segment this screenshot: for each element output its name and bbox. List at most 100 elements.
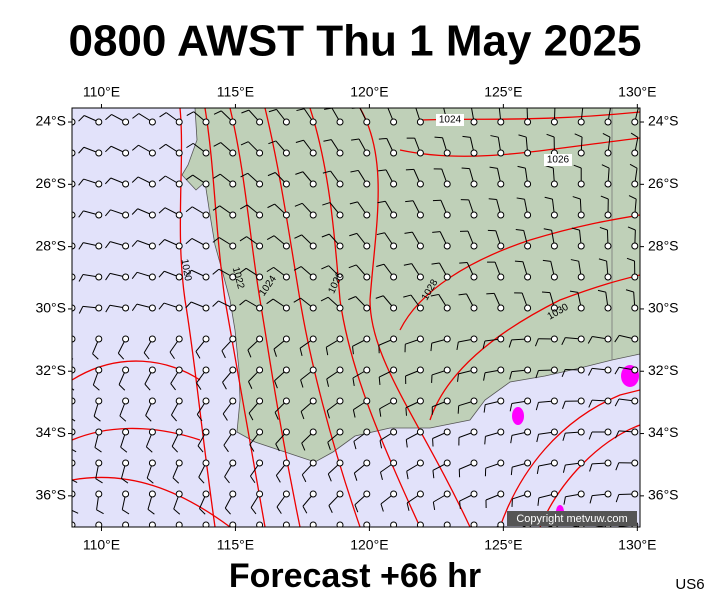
barb-station bbox=[497, 149, 505, 157]
barb-station bbox=[148, 366, 156, 374]
barb-station bbox=[72, 242, 76, 250]
barb-feather bbox=[627, 226, 636, 231]
barb-feather bbox=[169, 351, 175, 360]
barb-station bbox=[282, 397, 290, 405]
barb-feather bbox=[508, 339, 513, 348]
barb-feather bbox=[249, 444, 255, 452]
barb-feather bbox=[268, 140, 277, 145]
barb-feather bbox=[72, 388, 75, 391]
barb-station bbox=[309, 521, 317, 527]
barb-station bbox=[282, 459, 290, 467]
barb-station bbox=[148, 459, 156, 467]
barb-feather bbox=[274, 380, 278, 389]
barb-station bbox=[175, 273, 183, 281]
barb-feather bbox=[93, 384, 100, 391]
barb-station bbox=[256, 428, 264, 436]
barb-feather bbox=[460, 533, 461, 541]
barb-station bbox=[256, 242, 264, 250]
barb-station bbox=[202, 304, 210, 312]
barb-feather bbox=[293, 297, 301, 303]
barb-staff bbox=[72, 370, 73, 372]
barb-station bbox=[577, 242, 585, 250]
barb-feather bbox=[459, 262, 468, 264]
barb-station bbox=[282, 366, 290, 374]
barb-station bbox=[470, 521, 478, 527]
barb-station bbox=[497, 366, 505, 374]
forecast-label: Forecast +66 hr bbox=[229, 557, 481, 595]
barb-feather bbox=[185, 269, 192, 277]
barb-station bbox=[202, 335, 210, 343]
barb-station bbox=[631, 211, 639, 219]
barb-station bbox=[336, 335, 344, 343]
barb-feather bbox=[328, 505, 333, 513]
barb-station bbox=[256, 304, 264, 312]
barb-feather bbox=[146, 446, 153, 453]
barb-feather bbox=[545, 165, 554, 169]
barb-station bbox=[95, 397, 103, 405]
barb-staff bbox=[72, 401, 73, 404]
barb-station bbox=[336, 397, 344, 405]
barb-station bbox=[390, 304, 398, 312]
barb-feather bbox=[350, 169, 359, 173]
barb-station bbox=[470, 397, 478, 405]
barb-station bbox=[336, 273, 344, 281]
barb-feather bbox=[516, 197, 525, 200]
barb-feather bbox=[72, 541, 79, 544]
barb-station bbox=[202, 242, 210, 250]
barb-station bbox=[550, 366, 558, 374]
lon-label: 110°E bbox=[83, 84, 120, 100]
barb-station bbox=[577, 180, 585, 188]
barb-feather bbox=[131, 176, 139, 183]
barb-station bbox=[256, 211, 264, 219]
barb-station bbox=[95, 335, 103, 343]
barb-feather bbox=[94, 447, 102, 453]
barb-feather bbox=[434, 534, 436, 542]
barb-station bbox=[95, 273, 103, 281]
barb-feather bbox=[300, 379, 304, 388]
barb-feather bbox=[597, 289, 606, 293]
barb-station bbox=[416, 459, 424, 467]
barb-feather bbox=[458, 293, 467, 296]
barb-station bbox=[577, 428, 585, 436]
barb-feather bbox=[403, 294, 412, 298]
wind-barbs bbox=[72, 108, 639, 545]
barb-station bbox=[229, 397, 237, 405]
barb-station bbox=[550, 490, 558, 498]
barb-station bbox=[336, 242, 344, 250]
barb-station bbox=[256, 521, 264, 527]
barb-station bbox=[416, 180, 424, 188]
barb-feather bbox=[294, 234, 302, 239]
barb-station bbox=[550, 397, 558, 405]
lat-label: 36°S bbox=[35, 487, 66, 503]
barb-feather bbox=[78, 115, 85, 122]
barb-station bbox=[256, 273, 264, 281]
barb-station bbox=[363, 118, 371, 126]
barb-feather bbox=[185, 301, 192, 309]
barb-station bbox=[443, 397, 451, 405]
barb-station bbox=[72, 273, 76, 281]
barb-station bbox=[148, 242, 156, 250]
barb-station bbox=[282, 118, 290, 126]
barb-feather bbox=[615, 494, 620, 503]
barb-station bbox=[470, 242, 478, 250]
barb-station bbox=[95, 304, 103, 312]
barb-feather bbox=[544, 196, 553, 200]
barb-station bbox=[363, 335, 371, 343]
barb-feather bbox=[185, 238, 193, 245]
barb-feather bbox=[589, 463, 593, 472]
barb-feather bbox=[72, 418, 76, 422]
barb-station bbox=[604, 459, 612, 467]
barb-feather bbox=[104, 177, 112, 185]
barb-feather bbox=[158, 270, 165, 278]
lat-label: 24°S bbox=[648, 113, 679, 129]
barb-feather bbox=[131, 303, 138, 311]
barb-station bbox=[577, 273, 585, 281]
barb-feather bbox=[149, 541, 156, 545]
barb-station bbox=[524, 180, 532, 188]
barb-feather bbox=[629, 163, 638, 169]
barb-feather bbox=[535, 370, 539, 379]
barb-station bbox=[175, 335, 183, 343]
barb-feather bbox=[117, 352, 125, 360]
barb-station bbox=[309, 304, 317, 312]
barb-station bbox=[631, 366, 639, 374]
